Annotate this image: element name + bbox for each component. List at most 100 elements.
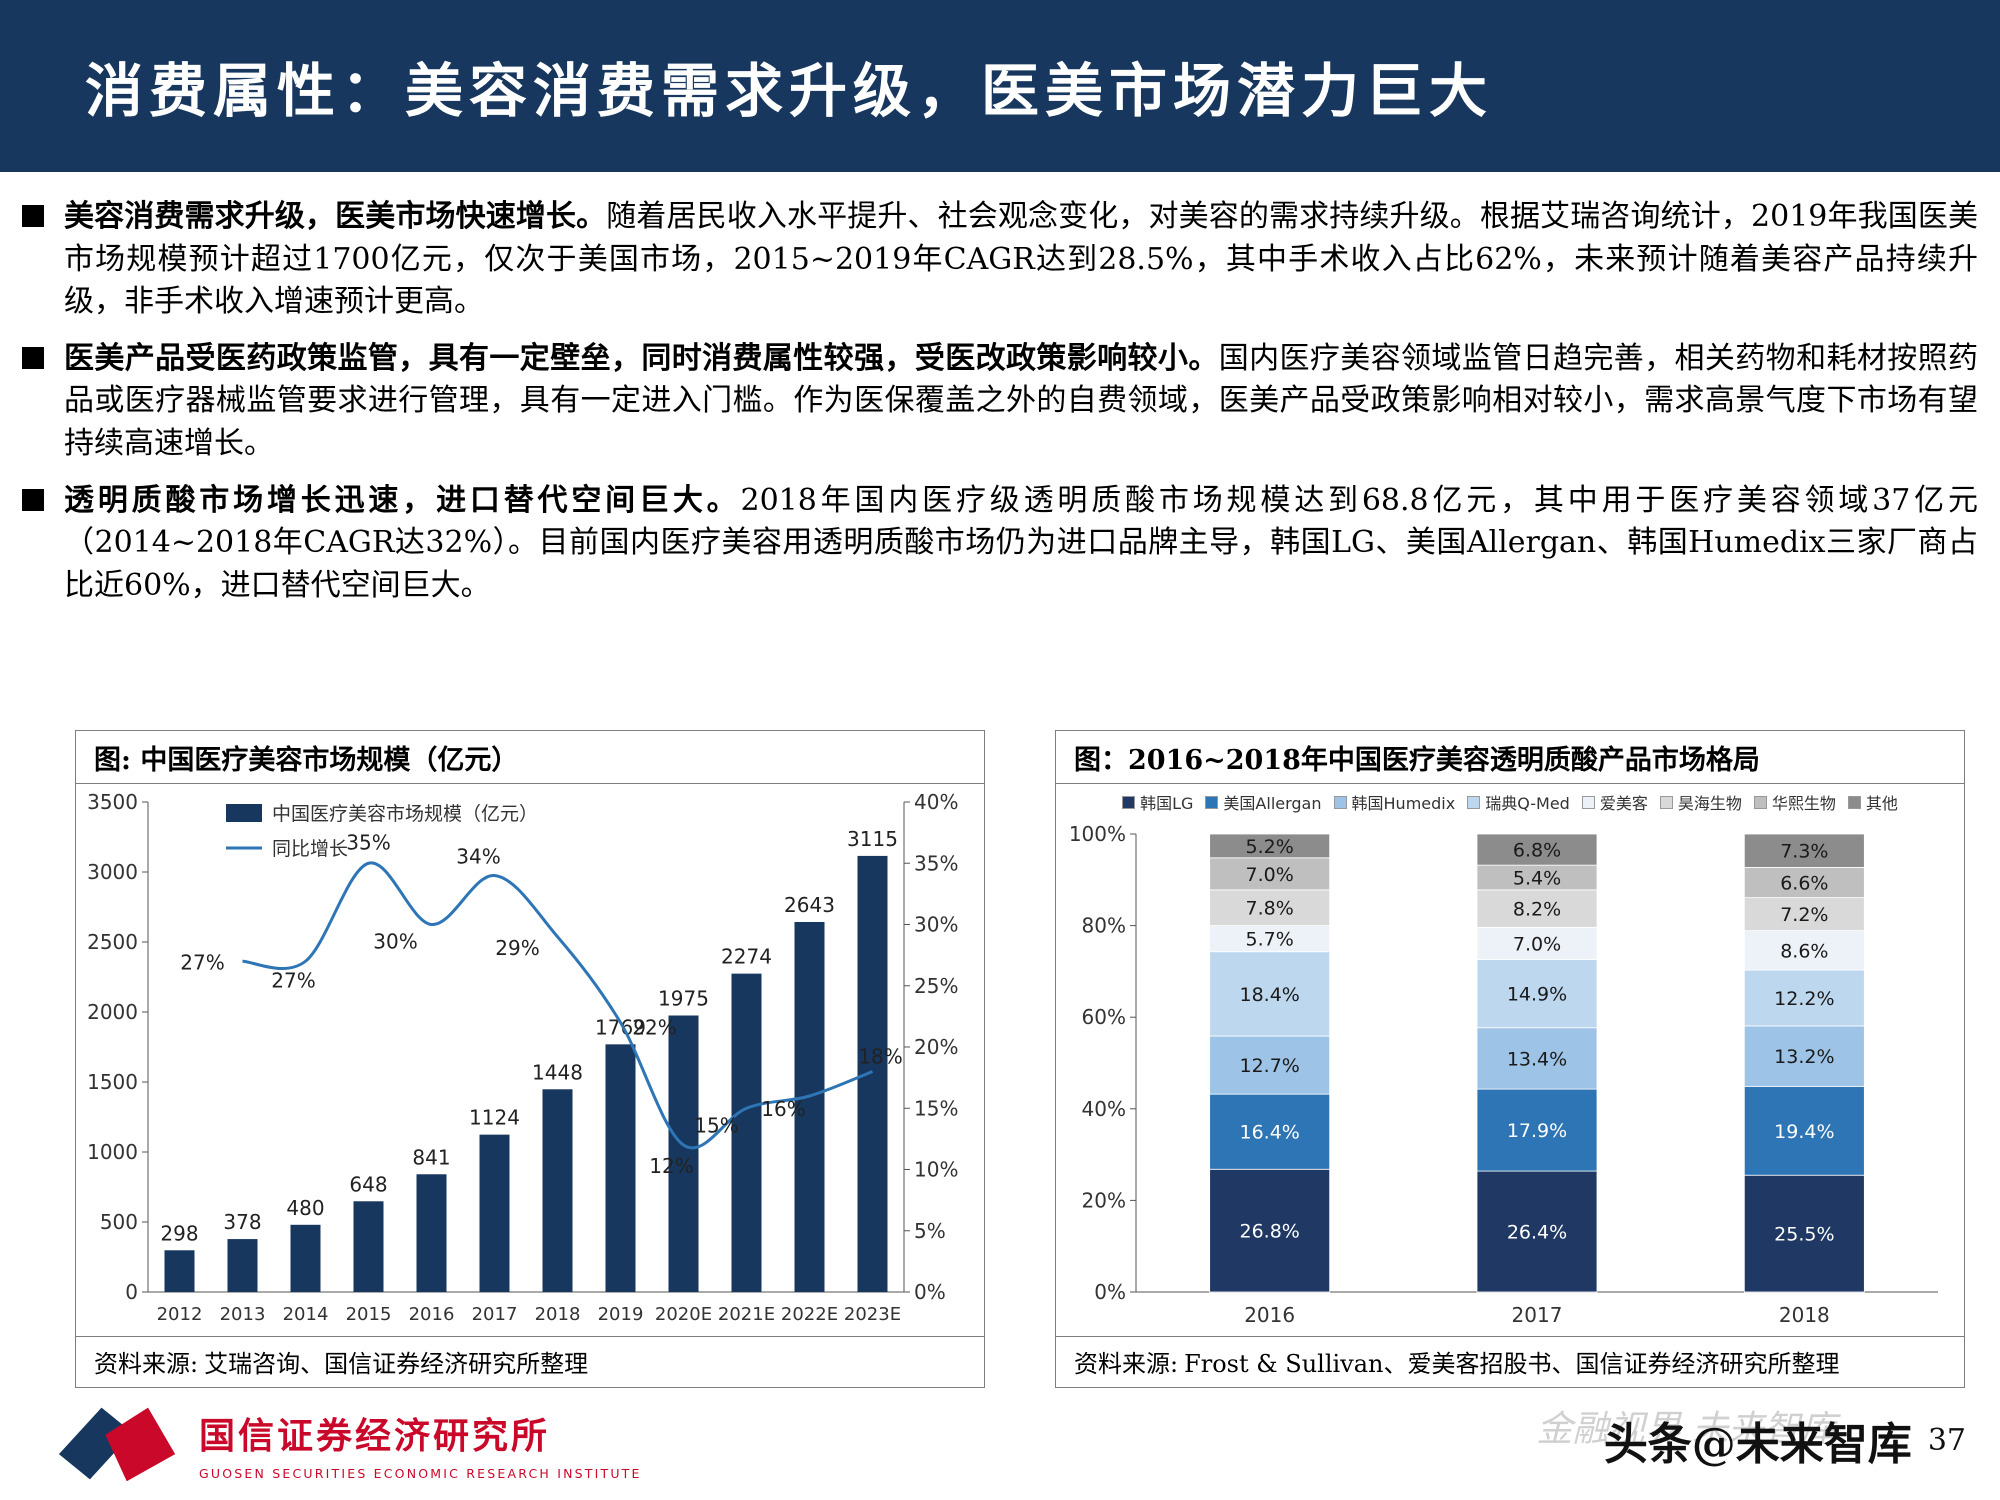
bar-value-label: 2274	[721, 945, 772, 969]
bar	[164, 1250, 195, 1292]
y-left-tick-label: 3000	[87, 860, 138, 884]
bar	[857, 855, 888, 1292]
growth-label: 34%	[456, 845, 500, 869]
page-number: 37	[1927, 1422, 1966, 1458]
bullet-item: 美容消费需求升级，医美市场快速增长。随着居民收入水平提升、社会观念变化，对美容的…	[22, 196, 1978, 324]
bullet-square-icon	[22, 488, 44, 511]
bar-value-label: 1448	[532, 1060, 583, 1084]
growth-label: 18%	[858, 1045, 902, 1069]
bar-value-label: 648	[349, 1172, 387, 1196]
legend-swatch	[1122, 795, 1136, 809]
x-tick-label: 2017	[472, 1304, 518, 1325]
source-label: 资料来源:	[1074, 1349, 1179, 1378]
segment-label: 8.6%	[1780, 940, 1828, 962]
legend-label: 其他	[1865, 794, 1898, 813]
stack-segment	[1209, 833, 1331, 859]
legend-item: 韩国LG	[1122, 790, 1193, 814]
growth-label: 16%	[761, 1097, 805, 1121]
bar	[479, 1134, 510, 1292]
stack-segment	[1476, 1027, 1598, 1090]
y-tick-label: 100%	[1069, 822, 1126, 846]
stacked-chart-legend: 韩国LG 美国Allergan 韩国Humedix 瑞典Q-Med 爱美客 昊海生物 华熙生…	[1056, 784, 1964, 820]
y-right-tick-label: 10%	[914, 1158, 958, 1182]
right-chart-panel: 图：2016~2018年中国医疗美容透明质酸产品市场格局 韩国LG 美国Aller…	[1055, 730, 1965, 1388]
segment-label: 13.4%	[1507, 1048, 1567, 1070]
segment-label: 7.0%	[1513, 933, 1561, 955]
x-tick-label: 2015	[346, 1304, 392, 1325]
bar-value-label: 841	[412, 1145, 450, 1169]
left-chart-panel: 图: 中国医疗美容市场规模（亿元） 0 500 1000 1500 2000 2500 30…	[75, 730, 985, 1388]
legend-item: 韩国Humedix	[1333, 790, 1455, 814]
growth-label: 22%	[632, 1016, 676, 1040]
bar	[794, 921, 825, 1292]
bullet-square-icon	[22, 205, 44, 227]
right-chart-title-text: 图：2016~2018年中国医疗美容透明质酸产品市场格局	[1074, 744, 1760, 776]
bar	[542, 1089, 573, 1292]
stack-segment	[1209, 857, 1331, 891]
legend-label: 昊海生物	[1677, 794, 1742, 813]
bullet-item: 透明质酸市场增长迅速，进口替代空间巨大。2018年国内医疗级透明质酸市场规模达到…	[22, 480, 1978, 608]
y-right-tick-label: 0%	[914, 1280, 946, 1304]
bar	[731, 973, 762, 1292]
legend-swatch	[226, 804, 262, 822]
segment-label: 6.6%	[1780, 873, 1828, 895]
segment-label: 7.8%	[1246, 898, 1294, 920]
x-tick-label: 2018	[1779, 1303, 1830, 1327]
x-tick-label: 2022E	[781, 1304, 838, 1325]
y-left-tick-label: 1000	[87, 1140, 138, 1164]
stack-segment	[1209, 1168, 1331, 1293]
x-tick-label: 2023E	[844, 1304, 901, 1325]
y-left-tick-label: 2000	[87, 1000, 138, 1024]
right-chart-source: 资料来源: Frost & Sullivan、爱美客招股书、国信证券经济研究所整…	[1056, 1336, 1964, 1385]
stack-segment	[1209, 925, 1331, 953]
x-tick-label: 2014	[283, 1304, 329, 1325]
x-tick-label: 2013	[220, 1304, 266, 1325]
bullet-body: 2018年国内医疗级透明质酸市场规模达到68.8亿元，其中用于医疗美容领域37亿…	[64, 482, 1978, 603]
segment-label: 7.2%	[1780, 904, 1828, 926]
source-text: 艾瑞咨询、国信证券经济研究所整理	[204, 1349, 589, 1378]
bullet-lead: 医美产品受医药政策监管，具有一定壁垒，同时消费属性较强，受医改政策影响较小。	[64, 340, 1219, 376]
legend-label: 韩国LG	[1140, 794, 1194, 813]
legend-swatch	[1333, 795, 1347, 809]
stack-segment	[1476, 864, 1598, 891]
x-tick-label: 2012	[157, 1304, 203, 1325]
stack-segment	[1209, 1093, 1331, 1170]
legend-label: 瑞典Q-Med	[1485, 794, 1570, 813]
bar-value-label: 3115	[847, 827, 898, 851]
y-tick-label: 20%	[1082, 1188, 1126, 1212]
stack-segment	[1476, 833, 1598, 866]
segment-label: 13.2%	[1774, 1046, 1834, 1068]
stack-segment	[1209, 951, 1331, 1037]
segment-label: 6.8%	[1513, 840, 1561, 862]
bar-value-label: 480	[286, 1196, 324, 1220]
segment-label: 5.7%	[1246, 929, 1294, 951]
bar-value-label: 378	[223, 1210, 261, 1234]
bullet-lead: 透明质酸市场增长迅速，进口替代空间巨大。	[64, 482, 741, 518]
segment-label: 17.9%	[1507, 1120, 1567, 1142]
y-left-tick-label: 2500	[87, 930, 138, 954]
y-tick-label: 60%	[1082, 1005, 1126, 1029]
x-tick-label: 2017	[1512, 1303, 1563, 1327]
growth-line	[242, 861, 874, 1150]
market-size-chart: 0 500 1000 1500 2000 2500 3000 3500 0% 5% 10% 15% 20…	[87, 790, 958, 1325]
y-right-tick-label: 15%	[914, 1096, 958, 1120]
guosen-logo-icon	[58, 1407, 176, 1482]
legend-swatch	[1467, 795, 1481, 809]
x-tick-label: 2019	[598, 1304, 644, 1325]
stack-segment	[1209, 889, 1331, 926]
source-label: 资料来源:	[94, 1349, 199, 1378]
bullet-body: 随着居民收入水平提升、社会观念变化，对美容的需求持续升级。根据艾瑞咨询统计，20…	[64, 199, 1978, 320]
legend-item: 昊海生物	[1659, 790, 1742, 814]
left-chart-source: 资料来源: 艾瑞咨询、国信证券经济研究所整理	[76, 1336, 984, 1385]
left-chart-title: 图: 中国医疗美容市场规模（亿元）	[76, 731, 984, 784]
y-right-tick-label: 20%	[914, 1035, 958, 1059]
bar-value-label: 1975	[658, 987, 709, 1011]
bullet-lead: 美容消费需求升级，医美市场快速增长。	[64, 199, 607, 234]
legend-item: 华熙生物	[1753, 790, 1836, 814]
y-right-tick-label: 5%	[914, 1219, 946, 1243]
y-left-tick-label: 500	[100, 1210, 138, 1234]
segment-label: 5.2%	[1246, 836, 1294, 858]
legend-label: 爱美客	[1599, 794, 1648, 813]
growth-label: 12%	[649, 1154, 693, 1178]
